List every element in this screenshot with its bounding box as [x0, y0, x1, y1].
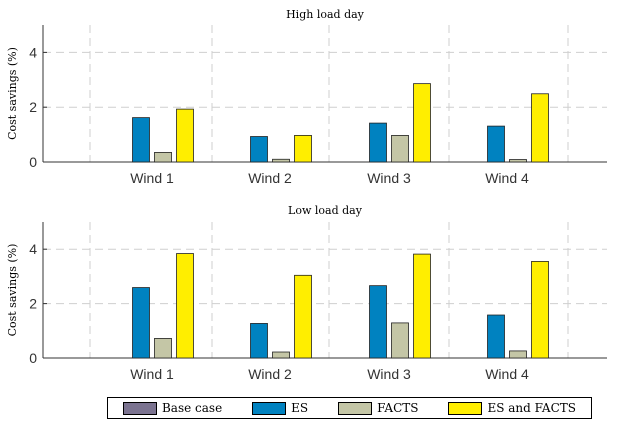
- panel1-bar-facts: [154, 152, 172, 163]
- legend-label-es: ES: [291, 401, 309, 415]
- panel1-x-tick-label: Wind 1: [130, 170, 174, 186]
- panel2-bar-es-and-facts: [294, 274, 312, 359]
- legend-swatch-es-and-facts: [448, 401, 483, 415]
- legend-label-es-and-facts: ES and FACTS: [487, 401, 576, 415]
- legend-swatch-es: [252, 401, 287, 415]
- panel2-bar-es-and-facts: [176, 253, 194, 359]
- panel1-bar-facts: [509, 159, 527, 163]
- legend-swatch-base-case: [122, 401, 157, 415]
- panel1-bar-es-and-facts: [531, 93, 549, 163]
- panel2-bar-es-and-facts: [413, 253, 431, 359]
- legend-swatch-facts: [338, 401, 373, 415]
- chart-legend: Base case ES FACTS ES and FACTS: [107, 397, 592, 419]
- panel1-bar-facts: [391, 135, 409, 163]
- panel1-bar-es: [487, 125, 505, 163]
- panel1-bar-es-and-facts: [176, 108, 194, 163]
- panel2-x-tick-label: Wind 2: [248, 366, 292, 382]
- panel1-x-tick-label: Wind 4: [485, 170, 529, 186]
- panel2-x-tick-label: Wind 3: [367, 366, 411, 382]
- panel2-title: Low load day: [288, 204, 363, 217]
- legend-item-base-case: Base case: [122, 401, 223, 415]
- panel2-bar-es: [132, 287, 150, 359]
- panel1-title: High load day: [286, 8, 365, 21]
- panel1-y-label: Cost savings (%): [6, 47, 19, 140]
- panel1-y-tick-label: 4: [29, 44, 37, 60]
- panel1-bar-es-and-facts: [413, 83, 431, 163]
- panel2-y-tick-label: 4: [29, 241, 37, 257]
- panel1-y-tick-label: 0: [29, 154, 37, 170]
- panel1-bar-es: [250, 136, 268, 163]
- panel1-bar-es: [132, 117, 150, 163]
- panel1-bar-es: [369, 122, 387, 163]
- panel2-x-tick-label: Wind 4: [485, 366, 529, 382]
- legend-label-facts: FACTS: [377, 401, 419, 415]
- legend-item-facts: FACTS: [338, 401, 418, 415]
- panel2-bar-es: [487, 314, 505, 359]
- panel2-bar-es: [369, 285, 387, 359]
- panel2-bar-facts: [154, 338, 172, 359]
- legend-item-es-and-facts: ES and FACTS: [448, 401, 576, 415]
- panel1-bar-es-and-facts: [294, 135, 312, 163]
- legend-item-es: ES: [252, 401, 308, 415]
- panel2-y-tick-label: 0: [29, 350, 37, 366]
- legend-label-base-case: Base case: [161, 401, 223, 415]
- panel1-x-tick-label: Wind 2: [248, 170, 292, 186]
- panel2-y-label: Cost savings (%): [6, 244, 19, 337]
- panel2-y-tick-label: 2: [29, 296, 37, 312]
- panel2-bar-facts: [391, 322, 409, 359]
- chart-figure: 0 2 4 High load day Cost savings (%) Wind 1 Wi…: [6, 8, 607, 382]
- panel1-bar-facts: [272, 158, 290, 163]
- panel1-y-tick-label: 2: [29, 99, 37, 115]
- panel2-bar-es-and-facts: [531, 261, 549, 359]
- panel2-x-tick-label: Wind 1: [130, 366, 174, 382]
- panel2-bar-es: [250, 323, 268, 359]
- panel1-x-tick-label: Wind 3: [367, 170, 411, 186]
- panel2-bar-facts: [509, 350, 527, 359]
- panel2-bar-facts: [272, 351, 290, 359]
